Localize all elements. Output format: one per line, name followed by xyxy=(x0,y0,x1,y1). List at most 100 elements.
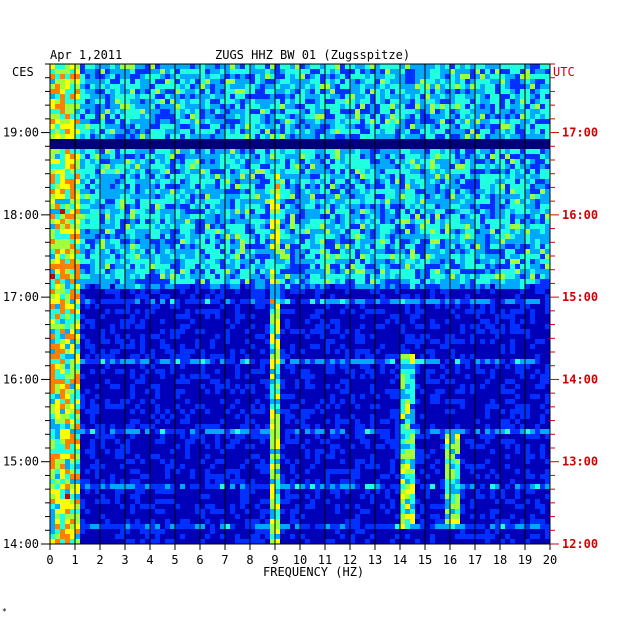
heatmap-cell xyxy=(490,199,495,204)
heatmap-cell xyxy=(55,179,60,184)
heatmap-cell xyxy=(275,224,280,229)
heatmap-cell xyxy=(265,249,270,254)
heatmap-cell xyxy=(205,204,210,209)
heatmap-cell xyxy=(460,204,465,209)
heatmap-cell xyxy=(115,234,120,239)
heatmap-cell xyxy=(495,234,500,239)
heatmap-cell xyxy=(85,164,90,169)
heatmap-cell xyxy=(115,209,120,214)
heatmap-cell xyxy=(395,134,400,139)
heatmap-cell xyxy=(300,249,305,254)
heatmap-cell xyxy=(230,159,235,164)
heatmap-cell xyxy=(475,119,480,124)
heatmap-cell xyxy=(50,304,55,309)
heatmap-cell xyxy=(415,79,420,84)
heatmap-cell xyxy=(455,254,460,259)
heatmap-cell xyxy=(115,229,120,234)
heatmap-cell xyxy=(85,309,90,314)
heatmap-cell xyxy=(360,264,365,269)
heatmap-cell xyxy=(285,179,290,184)
heatmap-cell xyxy=(510,94,515,99)
heatmap-cell xyxy=(130,299,135,304)
heatmap-cell xyxy=(85,289,90,294)
heatmap-cell xyxy=(530,169,535,174)
heatmap-cell xyxy=(90,104,95,109)
heatmap-cell xyxy=(335,219,340,224)
heatmap-cell xyxy=(545,214,550,219)
heatmap-cell xyxy=(80,104,85,109)
heatmap-cell xyxy=(380,269,385,274)
heatmap-cell xyxy=(310,114,315,119)
heatmap-cell xyxy=(70,309,75,314)
heatmap-cell xyxy=(165,109,170,114)
heatmap-cell xyxy=(115,289,120,294)
heatmap-cell xyxy=(420,289,425,294)
heatmap-cell xyxy=(295,174,300,179)
heatmap-cell xyxy=(320,129,325,134)
heatmap-cell xyxy=(185,89,190,94)
heatmap-cell xyxy=(210,139,215,144)
heatmap-cell xyxy=(105,284,110,289)
heatmap-cell xyxy=(475,219,480,224)
heatmap-cell xyxy=(465,144,470,149)
heatmap-cell xyxy=(130,219,135,224)
heatmap-cell xyxy=(360,179,365,184)
heatmap-cell xyxy=(235,114,240,119)
heatmap-cell xyxy=(190,214,195,219)
heatmap-cell xyxy=(220,309,225,314)
heatmap-cell xyxy=(400,124,405,129)
heatmap-cell xyxy=(485,254,490,259)
heatmap-cell xyxy=(185,139,190,144)
heatmap-cell xyxy=(255,264,260,269)
heatmap-cell xyxy=(120,189,125,194)
heatmap-cell xyxy=(255,214,260,219)
heatmap-cell xyxy=(360,219,365,224)
heatmap-cell xyxy=(260,129,265,134)
heatmap-cell xyxy=(175,114,180,119)
heatmap-cell xyxy=(405,69,410,74)
heatmap-cell xyxy=(70,209,75,214)
heatmap-cell xyxy=(115,259,120,264)
heatmap-cell xyxy=(535,169,540,174)
heatmap-cell xyxy=(505,304,510,309)
heatmap-cell xyxy=(390,159,395,164)
heatmap-cell xyxy=(65,204,70,209)
heatmap-cell xyxy=(465,89,470,94)
heatmap-cell xyxy=(325,94,330,99)
heatmap-cell xyxy=(525,114,530,119)
heatmap-cell xyxy=(365,234,370,239)
heatmap-cell xyxy=(105,129,110,134)
heatmap-cell xyxy=(540,109,545,114)
heatmap-cell xyxy=(310,119,315,124)
heatmap-cell xyxy=(110,84,115,89)
heatmap-cell xyxy=(230,69,235,74)
heatmap-cell xyxy=(255,189,260,194)
heatmap-cell xyxy=(490,204,495,209)
heatmap-cell xyxy=(185,184,190,189)
heatmap-cell xyxy=(185,234,190,239)
heatmap-cell xyxy=(440,184,445,189)
heatmap-cell xyxy=(135,69,140,74)
heatmap-cell xyxy=(165,154,170,159)
heatmap-cell xyxy=(230,244,235,249)
heatmap-cell xyxy=(195,164,200,169)
heatmap-cell xyxy=(340,74,345,79)
heatmap-cell xyxy=(385,274,390,279)
heatmap-cell xyxy=(470,179,475,184)
heatmap-cell xyxy=(340,194,345,199)
heatmap-cell xyxy=(115,239,120,244)
heatmap-cell xyxy=(325,279,330,284)
heatmap-cell xyxy=(155,104,160,109)
heatmap-cell xyxy=(480,279,485,284)
heatmap-cell xyxy=(405,74,410,79)
heatmap-cell xyxy=(275,269,280,274)
heatmap-cell xyxy=(190,244,195,249)
heatmap-cell xyxy=(370,279,375,284)
heatmap-cell xyxy=(240,264,245,269)
heatmap-cell xyxy=(50,274,55,279)
heatmap-cell xyxy=(210,219,215,224)
heatmap-cell xyxy=(470,184,475,189)
heatmap-cell xyxy=(515,249,520,254)
heatmap-cell xyxy=(325,264,330,269)
heatmap-cell xyxy=(430,74,435,79)
